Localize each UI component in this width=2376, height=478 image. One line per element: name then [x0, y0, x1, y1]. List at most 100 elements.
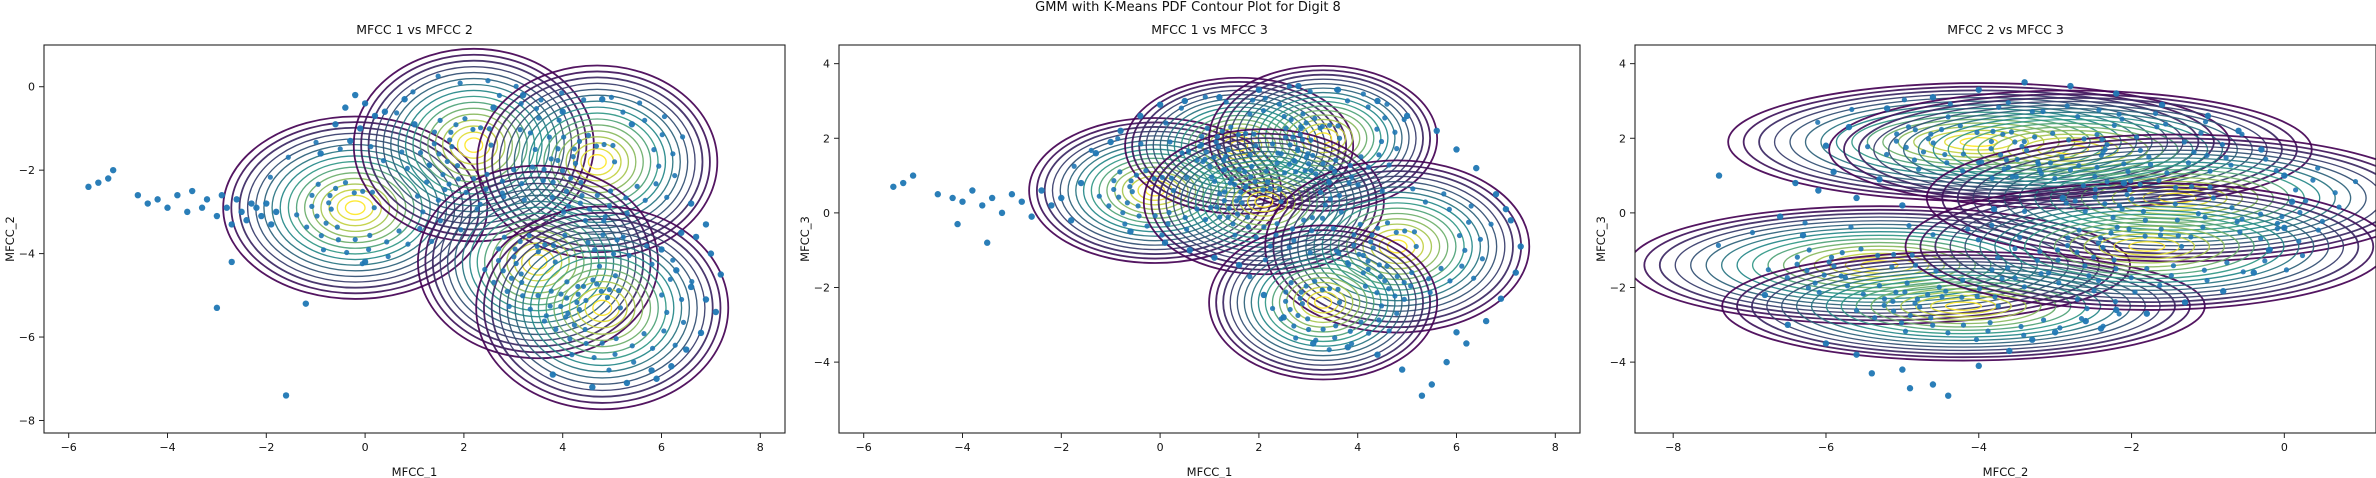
cluster-point-1-5-23	[575, 291, 581, 297]
cluster-point-2-2-43	[1290, 134, 1296, 140]
contour-ring-2-4-3	[1157, 137, 1370, 267]
axes-group: −6 −4 −2 0 2 4 6 8 0 −2 −4 −6 −8 MFCC 1 vs MFCC 2 MFCC…	[3, 22, 2376, 478]
cluster-point-2-2-5	[1185, 148, 1192, 154]
cluster-point-3-2-45	[1987, 320, 1993, 326]
cluster-point-2-6-6	[1386, 328, 1392, 334]
cluster-point-3-1-34	[1821, 272, 1827, 278]
y-tick-label-1-4: −6	[19, 331, 35, 344]
cluster-point-3-5-28	[2100, 149, 2106, 156]
cluster-point-1-3-25	[637, 100, 643, 106]
cluster-point-3-5-44	[2013, 174, 2019, 180]
scatter-point-1-8	[164, 204, 171, 211]
cluster-point-2-3-23	[1298, 125, 1304, 132]
scatter-point-2-46	[1374, 351, 1381, 358]
contour-ring-1-3-7	[521, 100, 674, 224]
cluster-point-3-5-11	[2237, 229, 2243, 235]
cluster-point-2-1-11	[1184, 226, 1190, 232]
cluster-point-1-1-3	[359, 261, 365, 267]
cluster-point-1-2-36	[410, 89, 416, 95]
contour-ring-1-3-15	[580, 148, 615, 176]
cluster-point-1-4-36	[474, 206, 480, 212]
contour-ring-1-2-8	[404, 89, 543, 201]
cluster-point-2-1-8	[1122, 221, 1128, 227]
cluster-point-2-3-29	[1305, 161, 1312, 167]
scatter-point-1-2	[109, 166, 117, 174]
scatter-point-2-4	[934, 191, 941, 198]
cluster-point-2-3-25	[1360, 91, 1366, 97]
scatter-point-3-15	[1929, 381, 1937, 388]
cluster-point-1-3-28	[559, 90, 565, 96]
contour-ring-3-6-2	[1919, 186, 2375, 307]
cluster-point-2-2-46	[1260, 108, 1267, 114]
contour-ring-1-3-16	[587, 154, 607, 170]
contour-ring-1-3-8	[528, 106, 667, 218]
cluster-point-1-5-19	[649, 345, 656, 351]
cluster-point-2-1-12	[1159, 174, 1165, 181]
cluster-point-2-3-30	[1382, 115, 1388, 121]
scatter-point-3-13	[1853, 351, 1860, 358]
scatter-point-1-25	[268, 221, 275, 228]
cluster-point-3-6-38	[2239, 216, 2245, 222]
scatter-point-3-2	[1792, 179, 1799, 187]
scatter-point-1-48	[697, 329, 705, 337]
cluster-point-2-1-5	[1096, 193, 1102, 199]
scatter-point-3-31	[2235, 127, 2242, 135]
cluster-point-2-6-32	[1347, 328, 1353, 334]
cluster-point-2-2-45	[1249, 163, 1255, 169]
cluster-point-3-1-27	[1999, 275, 2005, 282]
cluster-point-3-1-38	[1975, 237, 1981, 243]
scatter-point-1-58	[589, 383, 596, 391]
contour-ring-1-2-4	[375, 65, 573, 225]
y-tick-label-2-4: −2	[814, 282, 830, 295]
scatter-point-3-37	[1975, 86, 1982, 93]
cluster-point-1-1-13	[304, 224, 310, 230]
cluster-point-2-1-9	[1242, 169, 1248, 175]
cluster-point-2-4-40	[1301, 217, 1307, 223]
cluster-point-1-4-26	[500, 268, 506, 274]
contour-ring-1-5-13	[568, 280, 636, 335]
scatter-point-1-64	[490, 104, 497, 111]
cluster-point-2-2-36	[1178, 105, 1184, 111]
cluster-point-3-2-4	[1992, 294, 1998, 300]
scatter-point-1-20	[243, 217, 250, 224]
cluster-point-1-1-45	[367, 232, 373, 238]
scatter-point-1-52	[717, 271, 724, 278]
cluster-point-3-3-20	[1974, 129, 1980, 135]
cluster-point-3-5-37	[2174, 217, 2180, 223]
cluster-point-1-1-2	[315, 181, 321, 187]
contour-ring-1-1-1	[222, 115, 489, 300]
scatter-point-2-20	[984, 239, 991, 246]
cluster-point-3-3-6	[2121, 161, 2127, 167]
cluster-point-1-4-14	[612, 273, 619, 279]
cluster-point-2-6-13	[1278, 316, 1284, 322]
cluster-point-1-2-21	[440, 171, 446, 178]
contour-ring-1-1-10	[295, 166, 415, 249]
cluster-point-3-5-36	[2047, 160, 2053, 166]
contour-layer-3	[1635, 82, 2376, 362]
scatter-point-1-53	[707, 250, 715, 257]
cluster-point-3-3-7	[1957, 123, 1963, 129]
cluster-point-3-3-39	[1930, 140, 1936, 146]
cluster-point-2-1-18	[1111, 186, 1117, 193]
cluster-point-1-5-27	[661, 328, 667, 334]
scatter-layer-3	[1715, 79, 2359, 399]
subplot-title-1: MFCC 1 vs MFCC 2	[356, 22, 473, 37]
cluster-point-1-1-6	[429, 238, 435, 244]
cluster-point-2-2-4	[1251, 131, 1257, 137]
cluster-point-3-1-18	[1794, 261, 1800, 267]
cluster-point-3-3-22	[2133, 134, 2140, 140]
contour-ring-2-1-9	[1090, 153, 1220, 228]
cluster-point-1-4-38	[582, 217, 588, 224]
cluster-point-3-3-3	[1989, 175, 1995, 181]
cluster-point-1-3-43	[651, 147, 657, 153]
cluster-point-1-1-15	[333, 185, 339, 191]
cluster-point-1-4-32	[564, 295, 570, 301]
cluster-point-2-4-26	[1226, 205, 1232, 211]
cluster-point-2-3-5	[1269, 141, 1276, 147]
cluster-point-1-5-18	[558, 303, 564, 309]
cluster-point-2-2-39	[1215, 144, 1222, 150]
scatter-point-1-59	[549, 371, 557, 378]
cluster-point-1-5-31	[574, 299, 580, 305]
contour-ring-2-6-1	[1208, 224, 1439, 381]
